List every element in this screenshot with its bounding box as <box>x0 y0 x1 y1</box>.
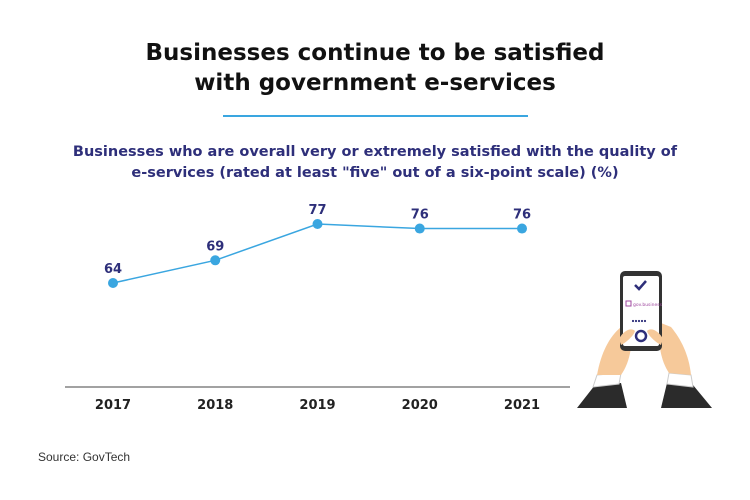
page-title: Businesses continue to be satisfied with… <box>0 38 750 98</box>
right-hand-icon <box>659 323 691 375</box>
data-point-2020 <box>414 223 425 234</box>
title-divider <box>223 115 528 117</box>
checkmark-icon <box>634 280 647 291</box>
source-note: Source: GovTech <box>38 450 131 464</box>
title-line-2: with government e-services <box>194 70 556 96</box>
title-line-1: Businesses continue to be satisfied <box>145 40 605 66</box>
data-label-2018: 69 <box>206 239 224 254</box>
subtitle-line-2: e-services (rated at least "five" out of… <box>131 165 619 181</box>
right-sleeve-icon <box>661 383 712 408</box>
data-label-2020: 76 <box>411 208 429 223</box>
data-point-2019 <box>312 219 323 229</box>
x-tick-2021: 2021 <box>504 398 540 413</box>
data-point-2017 <box>108 278 118 288</box>
series-line <box>112 223 522 284</box>
left-sleeve-icon <box>577 383 627 408</box>
chart-subtitle: Businesses who are overall very or extre… <box>40 142 710 184</box>
x-tick-2019: 2019 <box>299 398 335 413</box>
x-tick-labels: 2017 2018 2019 2020 2021 <box>95 398 540 413</box>
app-logo-text: gov.business <box>633 302 663 308</box>
data-points <box>108 219 527 288</box>
x-tick-2018: 2018 <box>197 398 233 413</box>
data-labels: 64 69 77 76 76 <box>104 203 531 277</box>
data-label-2021: 76 <box>513 208 531 223</box>
data-point-2018 <box>210 255 221 266</box>
data-label-2019: 77 <box>308 203 326 218</box>
data-point-2021 <box>517 223 527 234</box>
x-tick-2020: 2020 <box>402 398 438 413</box>
subtitle-line-1: Businesses who are overall very or extre… <box>72 144 678 160</box>
phone-in-hands-illustration: gov.business <box>577 271 712 408</box>
data-label-2017: 64 <box>104 262 122 277</box>
x-tick-2017: 2017 <box>95 398 131 413</box>
